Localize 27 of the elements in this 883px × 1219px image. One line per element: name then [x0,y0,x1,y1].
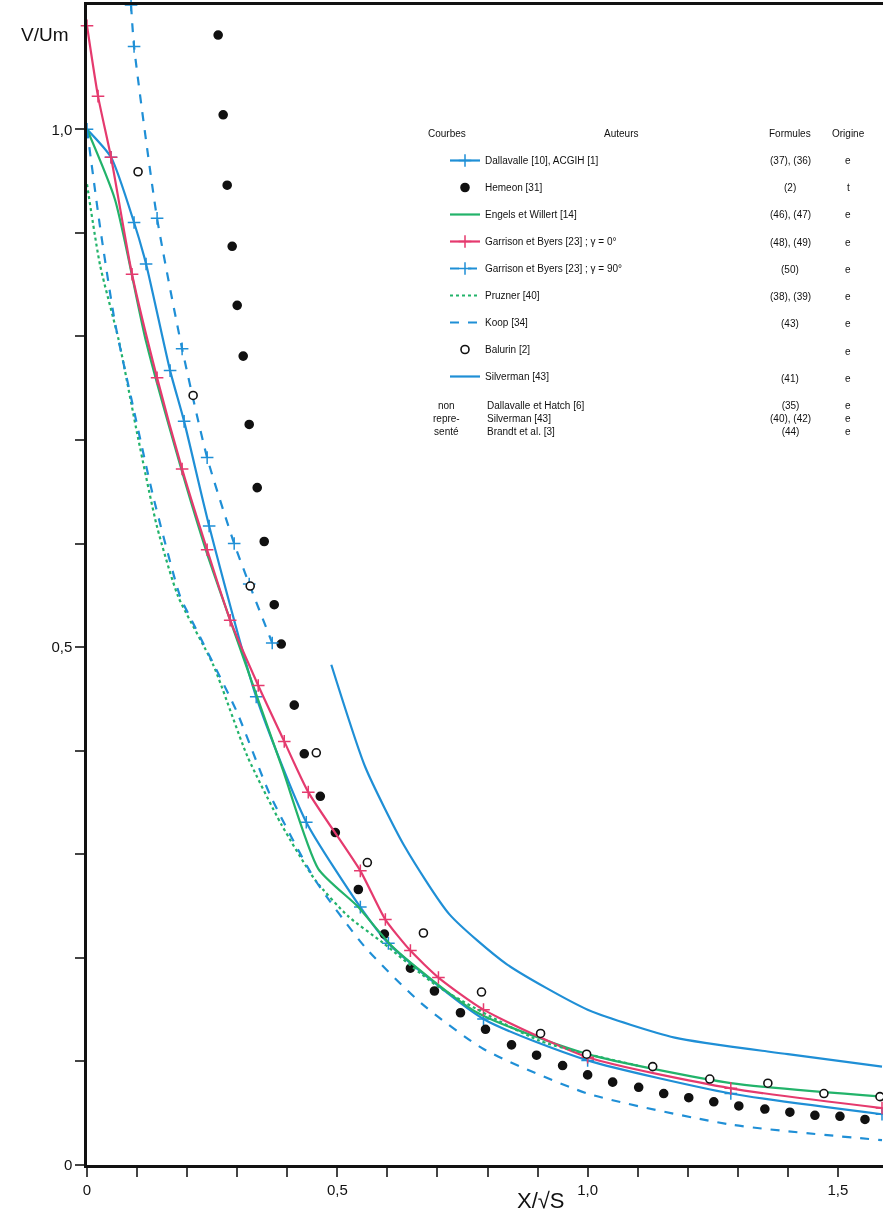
legend-label: Dallavalle [10], ACGIH [1] [485,155,599,167]
text: (37), (36) (2) (46), (47) (48), (49) (50) (38), (39) (43) (41) [770,155,812,384]
annotation: non repre- senté [433,400,460,437]
x-axis-title: X/√S [517,1188,565,1213]
y-tick-label: 0,5 [51,638,73,656]
annotation: Origine [832,128,865,139]
annotation: Formules [769,128,811,139]
legend-label: Engels et Willert [14] [485,209,577,221]
y-tick-label: 0 [63,1156,73,1174]
x-tick-label: 1,0 [577,1180,599,1198]
annotation: (35) (40), (42) (44) [770,400,812,437]
legend-label: Garrison et Byers [23] ; γ = 0° [485,236,617,248]
legend-label: Balurin [2] [485,344,531,356]
y-tick-label: 1,0 [51,120,73,138]
legend-label: Koop [34] [485,317,529,329]
x-tick-label: 0 [82,1180,92,1198]
y-axis-title: V/Um [21,24,69,45]
annotation: Dallavalle et Hatch [6] Silverman [43] Brandt et al. [3] [487,400,585,437]
legend-label: Hemeon [31] [485,182,543,194]
legend-label: Garrison et Byers [23] ; γ = 90° [485,263,623,275]
legend-label: Pruzner [40] [485,290,540,302]
legend-label: Silverman [43] [485,371,550,383]
annotation: Auteurs [604,128,639,139]
x-tick-label: 0,5 [326,1180,348,1198]
annotation: Courbes [428,128,466,139]
x-tick-label: 1,5 [827,1180,849,1198]
annotation: e e e [845,400,851,437]
